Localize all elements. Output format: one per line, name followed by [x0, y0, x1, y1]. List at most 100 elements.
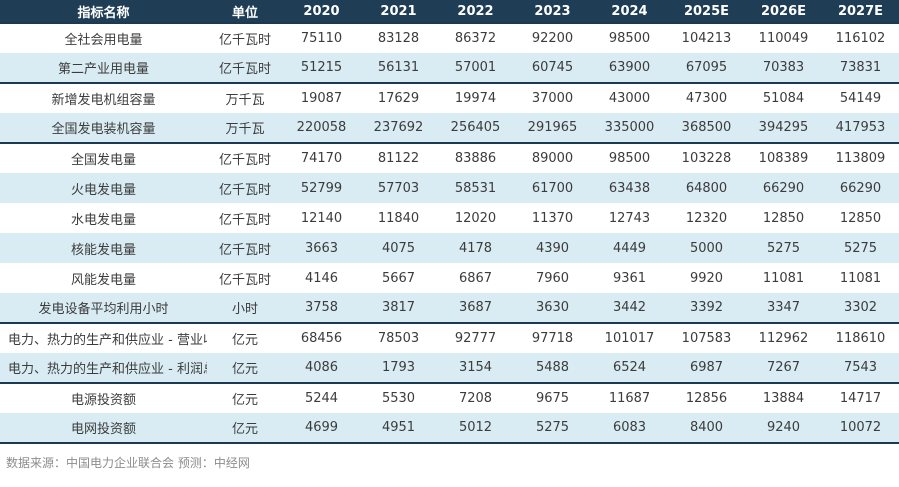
indicator-name-cell: 全国发电装机容量 [0, 113, 207, 144]
value-cell: 11370 [514, 203, 591, 233]
indicator-name-cell: 电网投资额 [0, 413, 207, 444]
value-cell: 237692 [360, 113, 437, 144]
value-cell: 113809 [822, 143, 899, 173]
value-cell: 110049 [745, 23, 822, 53]
value-cell: 3347 [745, 293, 822, 324]
value-cell: 51215 [283, 53, 360, 84]
value-cell: 58531 [437, 173, 514, 203]
value-cell: 4086 [283, 353, 360, 384]
value-cell: 75110 [283, 23, 360, 53]
value-cell: 394295 [745, 113, 822, 144]
value-cell: 9240 [745, 413, 822, 444]
col-header-2021: 2021 [360, 0, 437, 24]
table-row: 核能发电量 亿千瓦时 3663 4075 4178 4390 4449 5000 5275 527… [0, 233, 899, 263]
value-cell: 5667 [360, 263, 437, 293]
table-row: 风能发电量 亿千瓦时 4146 5667 6867 7960 9361 9920 11081 11… [0, 263, 899, 293]
table-row: 水电发电量 亿千瓦时 12140 11840 12020 11370 12743 12320 1… [0, 203, 899, 233]
col-header-2023: 2023 [514, 0, 591, 24]
unit-cell: 亿千瓦时 [207, 263, 283, 293]
indicator-name-cell: 全社会用电量 [0, 23, 207, 53]
value-cell: 78503 [360, 323, 437, 353]
unit-cell: 万千瓦 [207, 83, 283, 113]
unit-cell: 亿元 [207, 353, 283, 384]
value-cell: 104213 [668, 23, 745, 53]
indicator-name-cell: 核能发电量 [0, 233, 207, 263]
table-row: 全国发电装机容量 万千瓦 220058 237692 256405 291965 33500… [0, 113, 899, 144]
value-cell: 103228 [668, 143, 745, 173]
table-body: 全社会用电量 亿千瓦时 75110 83128 86372 92200 98500 10421… [0, 23, 899, 444]
value-cell: 291965 [514, 113, 591, 144]
indicator-name-cell: 电力、热力的生产和供应业 - 利润总额 [0, 353, 207, 384]
value-cell: 5244 [283, 383, 360, 413]
value-cell: 61700 [514, 173, 591, 203]
value-cell: 7543 [822, 353, 899, 384]
value-cell: 19974 [437, 83, 514, 113]
value-cell: 74170 [283, 143, 360, 173]
value-cell: 3630 [514, 293, 591, 324]
value-cell: 107583 [668, 323, 745, 353]
value-cell: 12320 [668, 203, 745, 233]
unit-cell: 亿元 [207, 413, 283, 444]
value-cell: 52799 [283, 173, 360, 203]
value-cell: 116102 [822, 23, 899, 53]
value-cell: 73831 [822, 53, 899, 84]
indicator-name-cell: 新增发电机组容量 [0, 83, 207, 113]
value-cell: 12140 [283, 203, 360, 233]
value-cell: 5012 [437, 413, 514, 444]
col-header-2024: 2024 [591, 0, 668, 24]
value-cell: 368500 [668, 113, 745, 144]
table-row: 发电设备平均利用小时 小时 3758 3817 3687 3630 3442 3392 3347… [0, 293, 899, 324]
value-cell: 14717 [822, 383, 899, 413]
value-cell: 86372 [437, 23, 514, 53]
value-cell: 8400 [668, 413, 745, 444]
value-cell: 92200 [514, 23, 591, 53]
value-cell: 83886 [437, 143, 514, 173]
value-cell: 12020 [437, 203, 514, 233]
value-cell: 19087 [283, 83, 360, 113]
value-cell: 112962 [745, 323, 822, 353]
col-header-2022: 2022 [437, 0, 514, 24]
value-cell: 97718 [514, 323, 591, 353]
indicator-name-cell: 火电发电量 [0, 173, 207, 203]
value-cell: 12856 [668, 383, 745, 413]
table-row: 第二产业用电量 亿千瓦时 51215 56131 57001 60745 63900 6709… [0, 53, 899, 84]
value-cell: 11081 [745, 263, 822, 293]
value-cell: 66290 [745, 173, 822, 203]
header-row: 指标名称 单位 2020 2021 2022 2023 2024 2025E 2… [0, 0, 899, 24]
value-cell: 118610 [822, 323, 899, 353]
unit-cell: 亿千瓦时 [207, 203, 283, 233]
value-cell: 81122 [360, 143, 437, 173]
table-row: 电力、热力的生产和供应业 - 利润总额 亿元 4086 1793 3154 5488 652… [0, 353, 899, 384]
value-cell: 83128 [360, 23, 437, 53]
value-cell: 7267 [745, 353, 822, 384]
indicator-name-cell: 发电设备平均利用小时 [0, 293, 207, 324]
value-cell: 3817 [360, 293, 437, 324]
indicator-name-cell: 电源投资额 [0, 383, 207, 413]
value-cell: 11081 [822, 263, 899, 293]
indicator-name-cell: 风能发电量 [0, 263, 207, 293]
unit-cell: 小时 [207, 293, 283, 324]
value-cell: 11840 [360, 203, 437, 233]
table-row: 全国发电量 亿千瓦时 74170 81122 83886 89000 98500 103228… [0, 143, 899, 173]
value-cell: 64800 [668, 173, 745, 203]
value-cell: 5275 [745, 233, 822, 263]
value-cell: 12743 [591, 203, 668, 233]
value-cell: 4390 [514, 233, 591, 263]
table-row: 电力、热力的生产和供应业 - 营业收入 亿元 68456 78503 92777 9771… [0, 323, 899, 353]
value-cell: 4178 [437, 233, 514, 263]
value-cell: 5488 [514, 353, 591, 384]
col-header-2026e: 2026E [745, 0, 822, 24]
unit-cell: 亿元 [207, 383, 283, 413]
unit-cell: 亿千瓦时 [207, 233, 283, 263]
value-cell: 101017 [591, 323, 668, 353]
value-cell: 12850 [745, 203, 822, 233]
unit-cell: 亿千瓦时 [207, 143, 283, 173]
value-cell: 7960 [514, 263, 591, 293]
indicator-name-cell: 电力、热力的生产和供应业 - 营业收入 [0, 323, 207, 353]
value-cell: 10072 [822, 413, 899, 444]
value-cell: 12850 [822, 203, 899, 233]
table-row: 电源投资额 亿元 5244 5530 7208 9675 11687 12856 13884 14… [0, 383, 899, 413]
value-cell: 9920 [668, 263, 745, 293]
table-row: 新增发电机组容量 万千瓦 19087 17629 19974 37000 43000 4730… [0, 83, 899, 113]
